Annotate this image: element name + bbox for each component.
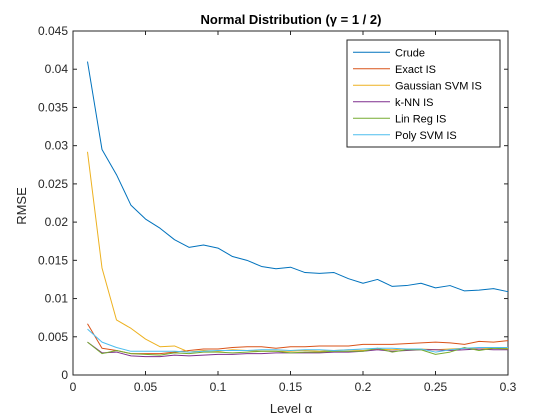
x-tick-label: 0.25 — [424, 380, 448, 394]
chart-title: Normal Distribution (γ = 1 / 2) — [201, 12, 382, 27]
legend-box — [346, 39, 501, 148]
y-tick-label: 0.035 — [38, 100, 68, 114]
legend-label-k-nn-is: k-NN IS — [395, 97, 434, 109]
x-tick-label: 0.05 — [134, 380, 158, 394]
series-line-poly-svm-is — [87, 328, 508, 353]
series-layer — [87, 61, 509, 358]
legend-label-crude: Crude — [395, 47, 425, 59]
y-tick-label: 0.015 — [38, 253, 68, 267]
y-tick-label: 0.02 — [45, 215, 69, 229]
legend-label-gaussian-svm-is: Gaussian SVM IS — [395, 80, 482, 92]
x-tick-label: 0.3 — [500, 380, 517, 394]
y-tick-label: 0 — [61, 368, 68, 382]
y-tick-label: 0.025 — [38, 177, 68, 191]
y-tick-label: 0.01 — [45, 292, 69, 306]
legend: Crude Exact IS Gaussian SVM IS k-NN IS Lin R… — [346, 39, 501, 148]
series-line-exact-is — [87, 323, 509, 355]
legend-label-lin-reg-is: Lin Reg IS — [395, 113, 446, 125]
legend-label-exact-is: Exact IS — [395, 64, 436, 76]
x-tick-label: 0.2 — [355, 380, 372, 394]
y-tick-label: 0.005 — [38, 330, 68, 344]
x-tick-label: 0.1 — [210, 380, 227, 394]
y-tick-label: 0.03 — [45, 139, 69, 153]
legend-label-poly-svm-is: Poly SVM IS — [395, 130, 457, 142]
x-axis-label: Level α — [270, 401, 313, 416]
series-line-crude — [87, 61, 509, 293]
y-tick-label: 0.04 — [45, 62, 69, 76]
x-tick-label: 0 — [70, 380, 77, 394]
x-tick-label: 0.15 — [279, 380, 303, 394]
y-tick-label: 0.045 — [38, 24, 68, 38]
y-axis-label: RMSE — [14, 187, 29, 225]
series-line-lin-reg-is — [87, 341, 509, 356]
